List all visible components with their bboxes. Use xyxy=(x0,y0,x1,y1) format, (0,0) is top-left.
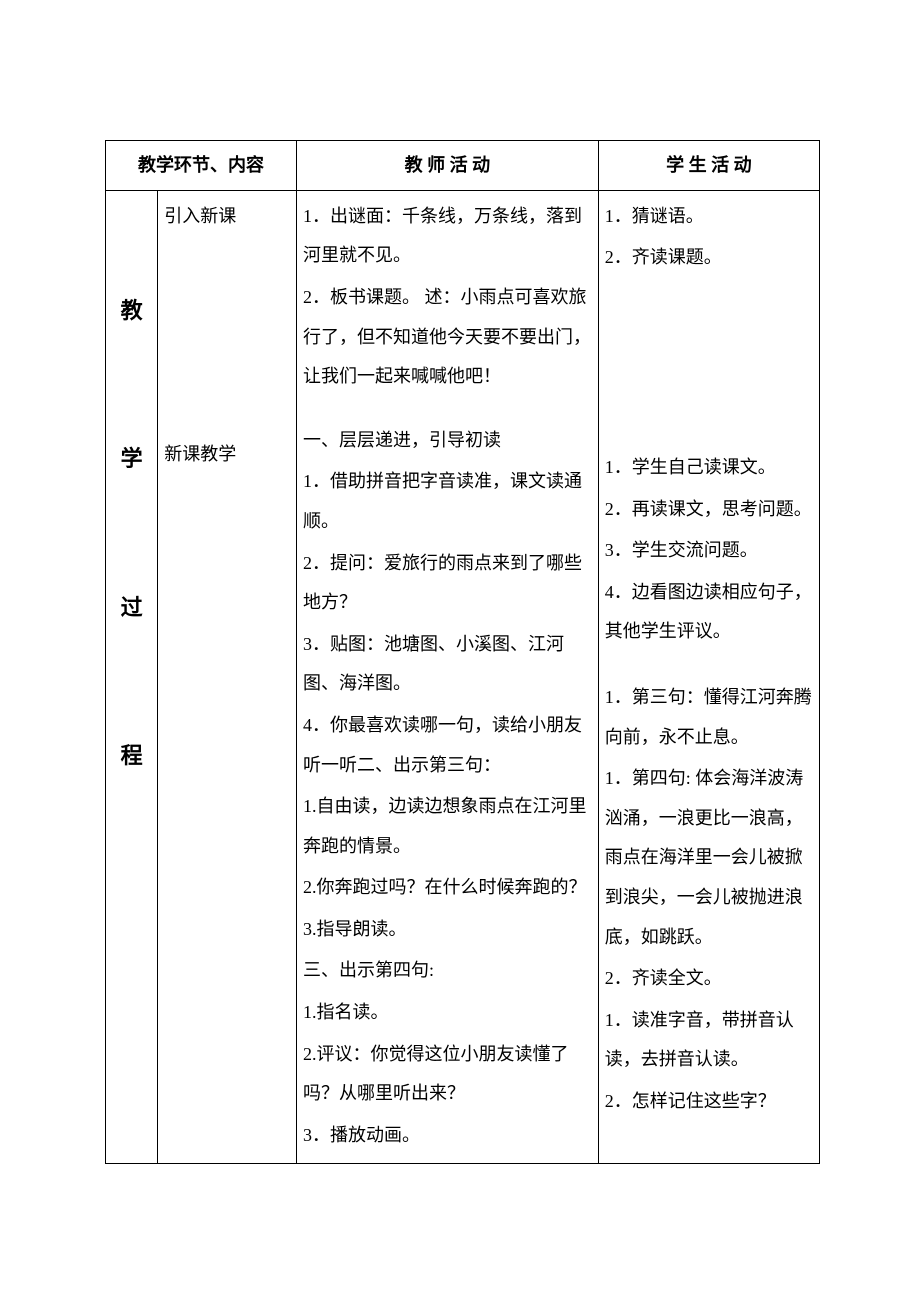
new-section-title: 新课教学 xyxy=(164,435,290,475)
teacher-activity-cell: 1．出谜面：千条线，万条线，落到河里就不见。 2．板书课题。 述：小雨点可喜欢旅… xyxy=(297,190,599,1164)
side-label-char-1: 教 xyxy=(121,287,143,335)
section-titles-cell: 引入新课 新课教学 xyxy=(158,190,297,1164)
new-teacher-c1: 1.指名读。 xyxy=(303,993,592,1033)
new-teacher-a1: 1．借助拼音把字音读准，课文读通顺。 xyxy=(303,462,592,541)
intro-student-p2: 2．齐读课题。 xyxy=(605,238,813,278)
new-student-g3-2: 2．怎样记住这些字？ xyxy=(605,1082,813,1122)
new-teacher-c2: 2.评议：你觉得这位小朋友读懂了吗？从哪里听出来？ xyxy=(303,1035,592,1114)
new-teacher-b3: 3.指导朗读。 xyxy=(303,910,592,950)
new-student-g1-2: 2．再读课文，思考问题。 xyxy=(605,490,813,530)
side-label-cell: 教 学 过 程 xyxy=(106,190,158,1164)
new-teacher-a4: 4．你最喜欢读哪一句，读给小朋友听一听二、出示第三句： xyxy=(303,706,592,785)
new-teacher-c3: 3．播放动画。 xyxy=(303,1116,592,1156)
new-student-g2-2: 1．第四句: 体会海洋波涛汹涌，一浪更比一浪高，雨点在海洋里一会儿被掀到浪尖，一… xyxy=(605,759,813,957)
new-student-g1-3: 3．学生交流问题。 xyxy=(605,531,813,571)
new-student-g1-4: 4．边看图边读相应句子，其他学生评议。 xyxy=(605,573,813,652)
student-activity-cell: 1．猜谜语。 2．齐读课题。 1．学生自己读课文。 2．再读课文，思考问题。 3… xyxy=(598,190,819,1164)
new-teacher-b1: 1.自由读，边读边想象雨点在江河里奔跑的情景。 xyxy=(303,787,592,866)
new-teacher-c-head: 三、出示第四句: xyxy=(303,951,592,991)
header-row: 教学环节、内容 教 师 活 动 学 生 活 动 xyxy=(106,141,820,191)
side-label-char-3: 过 xyxy=(121,584,143,632)
header-section: 教学环节、内容 xyxy=(106,141,297,191)
header-student: 学 生 活 动 xyxy=(598,141,819,191)
new-teacher-a-head: 一、层层递进，引导初读 xyxy=(303,421,592,461)
intro-section-title: 引入新课 xyxy=(164,197,290,237)
spacer xyxy=(605,280,813,448)
side-label-char-4: 程 xyxy=(121,732,143,780)
new-student-g2-3: 2．齐读全文。 xyxy=(605,959,813,999)
side-label-char-2: 学 xyxy=(121,435,143,483)
intro-student-p1: 1．猜谜语。 xyxy=(605,197,813,237)
body-row: 教 学 过 程 引入新课 新课教学 1．出谜面：千条线，万条线，落到河里就不见。… xyxy=(106,190,820,1164)
new-teacher-b2: 2.你奔跑过吗？在什么时候奔跑的？ xyxy=(303,868,592,908)
new-teacher-a3: 3．贴图：池塘图、小溪图、江河图、海洋图。 xyxy=(303,625,592,704)
page: 教学环节、内容 教 师 活 动 学 生 活 动 教 学 过 程 引入新课 新课教… xyxy=(0,0,920,1264)
intro-teacher-p1: 1．出谜面：千条线，万条线，落到河里就不见。 xyxy=(303,197,592,276)
spacer xyxy=(605,654,813,678)
intro-teacher-p2: 2．板书课题。 述：小雨点可喜欢旅行了，但不知道他今天要不要出门，让我们一起来喊… xyxy=(303,278,592,397)
lesson-plan-table: 教学环节、内容 教 师 活 动 学 生 活 动 教 学 过 程 引入新课 新课教… xyxy=(105,140,820,1164)
spacer xyxy=(164,240,290,435)
new-student-g1-1: 1．学生自己读课文。 xyxy=(605,448,813,488)
header-teacher: 教 师 活 动 xyxy=(297,141,599,191)
new-student-g2-1: 1．第三句：懂得江河奔腾向前，永不止息。 xyxy=(605,678,813,757)
side-label: 教 学 过 程 xyxy=(112,197,151,781)
new-teacher-a2: 2．提问：爱旅行的雨点来到了哪些地方？ xyxy=(303,544,592,623)
new-student-g3-1: 1．读准字音，带拼音认读，去拼音认读。 xyxy=(605,1001,813,1080)
spacer xyxy=(303,399,592,421)
